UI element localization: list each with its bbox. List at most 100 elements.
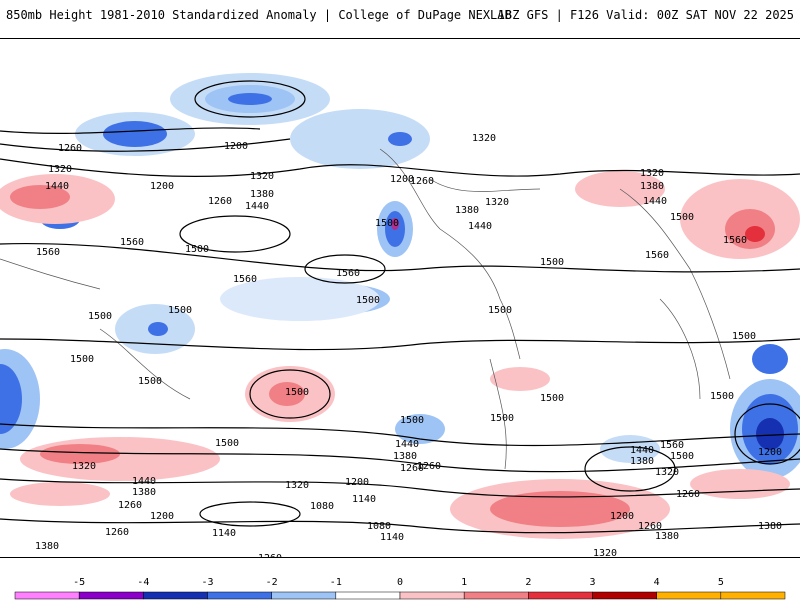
contour-label: 1320 <box>485 197 509 208</box>
chart-title: 850mb Height 1981-2010 Standardized Anom… <box>6 8 512 22</box>
contour-label: 1380 <box>655 531 679 542</box>
contour-label: 1560 <box>645 250 669 261</box>
contour-label: 1560 <box>233 274 257 285</box>
colorbar-tick-label: 3 <box>589 577 595 588</box>
coastlines <box>0 148 731 470</box>
contour-label: 1380 <box>393 451 417 462</box>
contour-label: 1380 <box>250 189 274 200</box>
contour-label: 1320 <box>640 168 664 179</box>
contour-label: 1320 <box>472 133 496 144</box>
map-panel: 1260 1320 1440 1200 1200 1320 1380 1440 … <box>0 38 800 558</box>
contour-label: 1500 <box>540 257 564 268</box>
colorbar-swatch <box>399 591 465 600</box>
contour-label: 1080 <box>310 501 334 512</box>
colorbar-swatch <box>14 591 80 600</box>
contour-label: 1500 <box>488 305 512 316</box>
contour-label: 1500 <box>168 305 192 316</box>
contour-label: 1260 <box>208 196 232 207</box>
contour-label: 1500 <box>70 354 94 365</box>
contour-label: 1500 <box>490 413 514 424</box>
contour-label: 1500 <box>375 218 399 229</box>
contour-label: 1140 <box>352 494 376 505</box>
height-contours <box>0 80 800 534</box>
colorbar-swatch <box>720 591 786 600</box>
colorbar-tick-label: -4 <box>137 577 149 588</box>
contour-label: 1080 <box>367 521 391 532</box>
contour-label: 1560 <box>723 235 747 246</box>
contour-label: 1380 <box>455 205 479 216</box>
colorbar-swatch <box>463 591 529 600</box>
contour-label: 1260 <box>105 527 129 538</box>
colorbar-tick-label: -2 <box>266 577 278 588</box>
contour-label: 1500 <box>185 244 209 255</box>
contour-label: 1260 <box>58 143 82 154</box>
contour-label: 1500 <box>138 376 162 387</box>
colorbar-swatch <box>271 591 337 600</box>
header: 850mb Height 1981-2010 Standardized Anom… <box>0 0 800 36</box>
contour-label: 1500 <box>732 331 756 342</box>
contour-label: 1440 <box>132 476 156 487</box>
contour-label: 1500 <box>88 311 112 322</box>
colorbar-swatch <box>592 591 657 600</box>
anomaly-map: 1260 1320 1440 1200 1200 1320 1380 1440 … <box>0 73 800 558</box>
contour-label: 1200 <box>150 511 174 522</box>
contour-label: 1380 <box>132 487 156 498</box>
colorbar-tick-label: 2 <box>525 577 531 588</box>
contour-label: 1440 <box>468 221 492 232</box>
contour-label: 1320 <box>250 171 274 182</box>
contour-label: 1560 <box>36 247 60 258</box>
colorbar-swatch <box>335 591 401 600</box>
contour-label: 1200 <box>390 174 414 185</box>
contour-label: 1200 <box>610 511 634 522</box>
contour-label: 1200 <box>150 181 174 192</box>
negative-anomaly-areas <box>0 73 800 479</box>
contour-label: 1500 <box>670 451 694 462</box>
colorbar-ticks: -5 -4 -3 -2 -1 0 1 2 3 4 5 <box>73 577 724 588</box>
contour-label: 1260 <box>676 489 700 500</box>
contour-label: 1200 <box>758 447 782 458</box>
contour-label: 1260 <box>410 176 434 187</box>
contour-label: 1320 <box>72 461 96 472</box>
contour-label: 1380 <box>758 521 782 532</box>
contour-label: 1320 <box>48 164 72 175</box>
contour-label: 1440 <box>245 201 269 212</box>
contour-label: 1500 <box>670 212 694 223</box>
contour-label: 1500 <box>285 387 309 398</box>
contour-label: 1260 <box>417 461 441 472</box>
contour-label: 1440 <box>630 445 654 456</box>
contour-label: 1140 <box>380 532 404 543</box>
colorbar-graphic: -5 -4 -3 -2 -1 0 1 2 3 4 5 <box>14 577 786 600</box>
colorbar-tick-label: 1 <box>461 577 467 588</box>
contour-label: 1260 <box>400 463 424 474</box>
colorbar-swatches <box>14 591 786 600</box>
contour-label: 1320 <box>285 480 309 491</box>
colorbar-swatch <box>207 591 272 600</box>
colorbar-tick-label: -3 <box>201 577 213 588</box>
colorbar-tick-label: 4 <box>654 577 660 588</box>
colorbar-swatch <box>656 591 722 600</box>
run-info: 18Z GFS | F126 Valid: 00Z SAT NOV 22 202… <box>497 8 794 22</box>
contour-label: 1320 <box>593 548 617 558</box>
colorbar-swatch <box>528 591 593 600</box>
colorbar-swatch <box>78 591 144 600</box>
contour-label: 1500 <box>400 415 424 426</box>
contour-label: 1260 <box>258 553 282 558</box>
positive-anomaly-areas <box>0 171 800 539</box>
contour-label: 1500 <box>356 295 380 306</box>
contour-label: 1140 <box>212 528 236 539</box>
contour-label: 1260 <box>638 521 662 532</box>
contour-label: 1440 <box>643 196 667 207</box>
contour-label: 1440 <box>395 439 419 450</box>
contour-label: 1560 <box>336 268 360 279</box>
colorbar-swatch <box>143 591 208 600</box>
contour-labels: 1260 1320 1440 1200 1200 1320 1380 1440 … <box>35 133 782 558</box>
contour-label: 1320 <box>655 467 679 478</box>
contour-label: 1560 <box>120 237 144 248</box>
colorbar-tick-label: 5 <box>718 577 724 588</box>
contour-label: 1560 <box>660 440 684 451</box>
contour-label: 1500 <box>540 393 564 404</box>
contour-label: 1200 <box>345 477 369 488</box>
colorbar: -5 -4 -3 -2 -1 0 1 2 3 4 5 <box>0 570 800 600</box>
contour-label: 1440 <box>45 181 69 192</box>
contour-label: 1380 <box>35 541 59 552</box>
